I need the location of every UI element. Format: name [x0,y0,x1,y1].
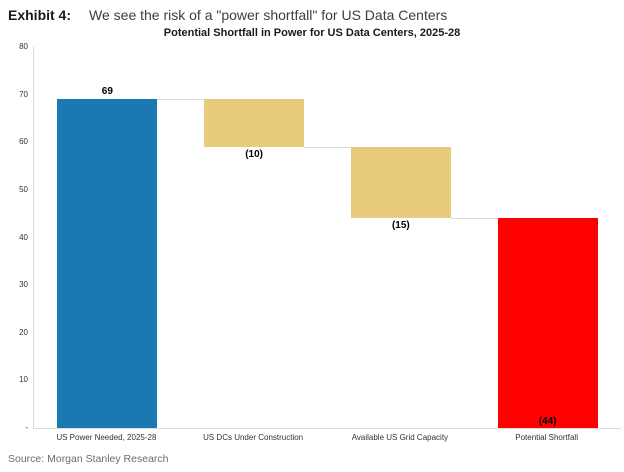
source-note: Source: Morgan Stanley Research [8,453,169,465]
y-tick-label: 40 [19,232,28,242]
category-label-us-power-needed-2025-28: US Power Needed, 2025-28 [56,433,157,442]
waterfall-connector [450,218,498,220]
x-axis-category-labels: US Power Needed, 2025-28 US DCs Under Con… [33,433,620,445]
category-label-us-dcs-under-construction: US DCs Under Construction [203,433,304,442]
exhibit-header: Exhibit 4: We see the risk of a "power sh… [8,6,447,24]
y-tick-label: 30 [19,280,28,290]
y-tick-label: 50 [19,184,28,194]
y-tick-label: 10 [19,375,28,385]
value-label-potential-shortfall: (44) [538,416,557,427]
bar-us-power-needed-2025-28 [57,99,158,428]
category-label-potential-shortfall: Potential Shortfall [515,433,578,442]
waterfall-connector [304,147,351,149]
category-label-available-us-grid-capacity: Available US Grid Capacity [351,433,449,442]
bar-potential-shortfall [497,218,598,428]
y-tick-label: 80 [19,42,28,51]
exhibit-number: Exhibit 4: [8,7,72,23]
waterfall-plot-area: 69 (10) (15) (44) [33,47,621,429]
value-label-us-power-needed-2025-28: 69 [101,86,113,98]
y-tick-label: 70 [19,89,28,99]
y-tick-label: 20 [19,327,28,337]
y-axis-tick-labels: - 10 20 30 40 50 60 70 80 [0,43,28,432]
waterfall-connector [157,99,205,101]
value-label-us-dcs-under-construction: (10) [245,149,263,160]
value-label-available-us-grid-capacity: (15) [391,220,410,232]
bar-available-us-grid-capacity [350,147,451,219]
exhibit-title: We see the risk of a "power shortfall" f… [89,7,448,23]
chart-title: Potential Shortfall in Power for US Data… [163,27,461,39]
bar-us-dcs-under-construction [204,99,304,148]
y-tick-label: 60 [19,137,28,147]
y-tick-label: - [25,423,28,432]
